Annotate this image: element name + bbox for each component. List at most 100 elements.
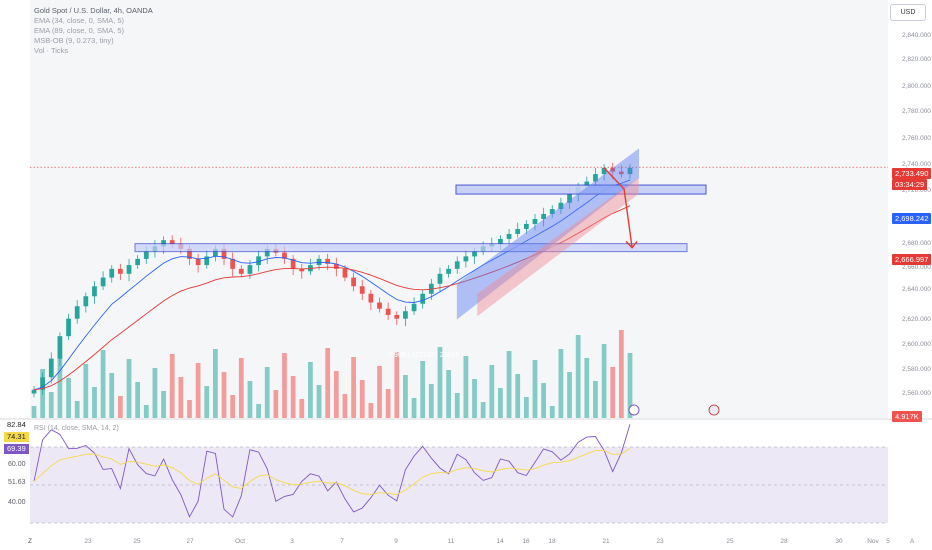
candle	[299, 268, 305, 272]
ema-89-legend[interactable]: EMA (89, close, 0, SMA, 5)	[34, 26, 125, 35]
volume-bar	[264, 367, 270, 418]
volume-bar	[385, 389, 391, 418]
time-axis-label: 11	[447, 538, 455, 545]
price-axis-label: 2,840.000	[902, 32, 931, 39]
volume-bar	[463, 356, 469, 418]
volume-bar	[204, 386, 210, 418]
volume-bar	[48, 392, 54, 418]
volume-bar	[299, 399, 305, 418]
time-axis-label: Oct	[234, 538, 246, 545]
candle	[377, 302, 382, 309]
countdown-tag: 03:34:29	[892, 179, 928, 190]
ema34-price-tag: 2,698.242	[892, 213, 932, 224]
candle	[394, 314, 400, 319]
last-price-tag: 2,733.490	[892, 168, 932, 179]
volume-bar	[152, 368, 158, 418]
volume-bar	[342, 394, 348, 418]
msb-ob-legend[interactable]: MSB-OB (9, 0.273, tiny)	[34, 36, 114, 45]
volume-bar	[161, 391, 166, 418]
volume-bar	[610, 367, 616, 418]
candle	[230, 258, 236, 269]
time-axis-label: 3	[290, 538, 294, 545]
time-axis-label: 21	[602, 538, 610, 545]
symbol-title[interactable]: Gold Spot / U.S. Dollar, 4h, OANDA	[34, 6, 153, 15]
candle	[541, 213, 546, 219]
price-axis-label: 2,640.000	[902, 286, 931, 293]
volume-tag: 4.917K	[892, 411, 922, 422]
volume-bar	[66, 378, 71, 418]
volume-bar	[290, 376, 296, 418]
candle	[66, 318, 71, 337]
candle	[567, 194, 572, 203]
resistance-zone[interactable]	[455, 184, 707, 195]
volume-legend[interactable]: Vol · Ticks	[34, 46, 69, 55]
time-axis-label: 23	[656, 538, 664, 545]
time-axis-label: 30	[835, 538, 843, 545]
volume-bar	[394, 352, 400, 418]
msb-annotation: 0.966 | 321102 | 23856	[388, 352, 460, 359]
candle	[403, 311, 408, 319]
volume-bar	[523, 397, 529, 418]
ascending-channel-lower	[477, 177, 639, 317]
volume-bar	[541, 383, 546, 418]
price-axis-label: 2,760.000	[902, 135, 931, 142]
candle	[368, 293, 374, 303]
candle	[256, 256, 261, 266]
candle	[31, 389, 37, 394]
volume-bar	[238, 358, 244, 418]
candle	[282, 252, 287, 259]
candle	[593, 174, 598, 182]
price-axis-label: 2,820.000	[902, 56, 931, 63]
currency-button[interactable]: USD	[890, 4, 926, 21]
volume-bar	[126, 359, 132, 418]
candle	[601, 167, 607, 175]
price-axis-label: 2,600.000	[902, 341, 931, 348]
candle	[109, 268, 115, 278]
candle	[169, 240, 175, 244]
candle	[74, 306, 80, 319]
time-axis-label: A	[909, 538, 915, 545]
ema-34-line	[33, 179, 631, 391]
time-axis-label: 14	[496, 538, 504, 545]
candle	[618, 171, 624, 175]
candle	[100, 277, 106, 287]
rsi-value-tag: 69.39	[4, 444, 29, 454]
volume-bar	[135, 382, 141, 418]
candle	[126, 265, 132, 274]
time-axis-label: 28	[780, 538, 788, 545]
flag-icon[interactable]	[708, 404, 720, 416]
volume-bar	[74, 401, 80, 418]
candle	[143, 251, 149, 259]
ema-34-legend[interactable]: EMA (34, close, 0, SMA, 5)	[34, 16, 125, 25]
ema-89-line	[33, 205, 631, 391]
time-axis-cursor: Z	[28, 538, 32, 545]
candle	[57, 336, 63, 359]
ascending-channel-upper[interactable]	[456, 148, 640, 320]
candle	[290, 258, 296, 269]
volume-bar	[333, 371, 339, 418]
candle	[48, 358, 54, 378]
price-axis-label: 2,660.000	[902, 264, 931, 271]
rsi-legend[interactable]: RSI (14, close, SMA, 14, 2)	[34, 425, 119, 432]
volume-bar	[515, 374, 521, 418]
volume-bar	[532, 360, 538, 418]
volume-bar	[83, 364, 89, 418]
candle	[325, 258, 331, 264]
candle	[247, 265, 253, 274]
lightning-icon[interactable]	[628, 404, 640, 416]
candle	[238, 268, 244, 274]
volume-bar	[195, 363, 201, 418]
candle	[446, 268, 451, 274]
candle	[187, 248, 192, 259]
volume-bar	[549, 406, 555, 418]
candle	[506, 233, 512, 239]
rsi-line	[33, 424, 631, 518]
time-axis-label: 25	[133, 538, 141, 545]
price-axis-label: 2,680.000	[902, 240, 931, 247]
time-axis-label: 27	[186, 538, 194, 545]
ema89-price-tag: 2,666.997	[892, 254, 932, 265]
support-zone[interactable]	[134, 243, 688, 253]
candle	[221, 248, 227, 259]
price-axis-label: 2,800.000	[902, 83, 931, 90]
